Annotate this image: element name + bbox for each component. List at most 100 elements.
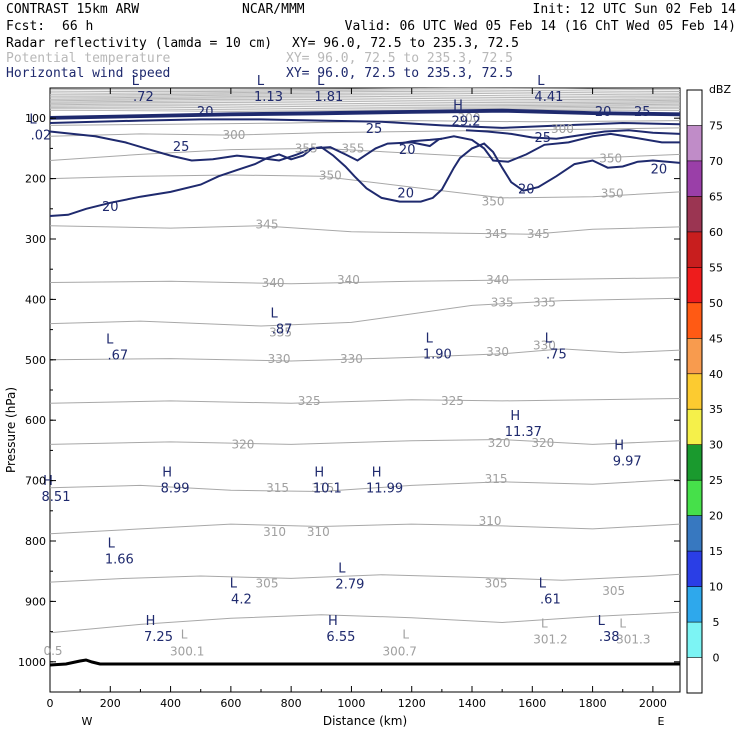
y-tick-label: 800 bbox=[25, 535, 46, 548]
hl-marker-type: H bbox=[372, 466, 382, 481]
wind-contour bbox=[49, 118, 681, 129]
wind-label: 20 bbox=[102, 200, 119, 215]
terrain-line bbox=[49, 658, 680, 667]
theta-label: 330 bbox=[486, 345, 509, 359]
hl-marker-type: H bbox=[328, 614, 338, 629]
theta-label: 305 bbox=[602, 584, 625, 598]
theta-contour bbox=[49, 106, 681, 110]
colorbar-segment bbox=[687, 302, 702, 339]
theta-contours bbox=[49, 87, 681, 634]
hl-marker-value: 1.13 bbox=[254, 90, 283, 105]
theta-label: 315 bbox=[266, 481, 289, 495]
theta-label: 330 bbox=[268, 352, 291, 366]
theta-contour bbox=[49, 147, 681, 161]
theta-contour bbox=[50, 108, 680, 111]
theta-contour bbox=[49, 225, 681, 235]
hl-marker-type: L bbox=[539, 577, 547, 592]
theta-contour bbox=[49, 127, 681, 137]
wind-label: 25 bbox=[535, 131, 552, 146]
field-name-theta: Potential temperature bbox=[6, 51, 171, 66]
theta-label: 350 bbox=[599, 152, 622, 166]
theta-label: 300.1 bbox=[170, 645, 204, 659]
theta-contour bbox=[49, 95, 681, 99]
colorbar-label: 70 bbox=[709, 155, 723, 168]
center-name: NCAR/MMM bbox=[242, 2, 305, 17]
theta-contour bbox=[49, 438, 681, 445]
hl-marker-type: L bbox=[426, 332, 434, 347]
theta-low-mark: L bbox=[541, 617, 548, 631]
wind-contour bbox=[465, 129, 681, 140]
wind-label: 20 bbox=[651, 163, 668, 178]
x-tick-label: 1200 bbox=[398, 697, 426, 710]
theta-label: 325 bbox=[298, 394, 321, 408]
hl-marker-value: .38 bbox=[599, 630, 620, 645]
theta-label: 300 bbox=[551, 122, 574, 136]
hl-marker-type: L bbox=[132, 74, 140, 89]
colorbar-label: 40 bbox=[709, 368, 723, 381]
x-tick-label: 1400 bbox=[458, 697, 486, 710]
theta-label: 350 bbox=[319, 169, 342, 183]
theta-contour bbox=[49, 90, 681, 94]
theta-label: 340 bbox=[486, 273, 509, 287]
x-tick-label: 1000 bbox=[337, 697, 365, 710]
hl-marker-type: H bbox=[614, 438, 624, 453]
theta-label: 325 bbox=[441, 394, 464, 408]
hl-marker-value: 10.1 bbox=[313, 482, 342, 497]
theta-contour bbox=[49, 98, 681, 102]
colorbar-segment bbox=[687, 622, 702, 659]
colorbar-label: 0 bbox=[713, 652, 720, 665]
colorbar-segment bbox=[687, 231, 702, 268]
theta-label: 335 bbox=[491, 295, 514, 309]
colorbar-segment bbox=[687, 160, 702, 197]
hl-marker-value: 29.2 bbox=[452, 114, 481, 129]
theta-label: 315 bbox=[311, 481, 334, 495]
hl-marker-value: 11.99 bbox=[366, 482, 403, 497]
x-tick-label: 1800 bbox=[579, 697, 607, 710]
theta-low-mark: L bbox=[619, 617, 626, 631]
y-tick-label: 200 bbox=[25, 173, 46, 186]
wind-label: 25 bbox=[366, 122, 383, 137]
y-tick-label: 900 bbox=[25, 595, 46, 608]
hl-marker-type: L bbox=[598, 614, 606, 629]
colorbar-label: 10 bbox=[709, 581, 723, 594]
x-tick-label: 2000 bbox=[639, 697, 667, 710]
hl-marker-value: 7.25 bbox=[144, 630, 173, 645]
theta-label: 300.7 bbox=[383, 645, 417, 659]
theta-label: 320 bbox=[231, 437, 254, 451]
theta-contour bbox=[49, 523, 681, 535]
colorbar-label: 25 bbox=[709, 474, 723, 487]
colorbar-segment bbox=[687, 90, 702, 126]
fcst-value: 66 h bbox=[62, 19, 93, 34]
theta-label: 310 bbox=[479, 514, 502, 528]
theta-label: 310 bbox=[263, 525, 286, 539]
theta-contour bbox=[49, 94, 681, 97]
colorbar-segment bbox=[687, 409, 702, 446]
colorbar-label: 20 bbox=[709, 510, 723, 523]
y-tick-label: 300 bbox=[25, 233, 46, 246]
hl-marker-value: 8.51 bbox=[42, 490, 71, 505]
axes: 100 200 300 400 500 600 700 800 900 1000 0 200 400 60… bbox=[18, 88, 680, 710]
hl-marker-type: L bbox=[270, 307, 278, 322]
colorbar-label: 55 bbox=[709, 261, 723, 274]
x-tick-label: 400 bbox=[160, 697, 181, 710]
theta-label: 335 bbox=[269, 326, 292, 340]
theta-label: 345 bbox=[256, 218, 279, 232]
plot-frame bbox=[49, 87, 681, 693]
wind-label: 25 bbox=[173, 140, 190, 155]
hl-marker-type: L bbox=[29, 112, 37, 127]
theta-label: 310 bbox=[307, 525, 330, 539]
hl-marker-value: .87 bbox=[272, 323, 293, 338]
theta-label: 355 bbox=[295, 141, 318, 155]
x-tick-label: 200 bbox=[100, 697, 121, 710]
theta-contour bbox=[49, 348, 681, 362]
wind-label: 20 bbox=[197, 105, 214, 120]
hl-marker-type: L bbox=[537, 74, 545, 89]
theta-contour bbox=[49, 174, 681, 199]
wind-contour bbox=[399, 137, 442, 145]
theta-contour bbox=[49, 573, 681, 583]
colorbar-title: dBZ bbox=[709, 83, 732, 96]
wind-label: 25 bbox=[634, 105, 651, 120]
field-xy-wind: XY= 96.0, 72.5 to 235.3, 72.5 bbox=[286, 66, 513, 81]
